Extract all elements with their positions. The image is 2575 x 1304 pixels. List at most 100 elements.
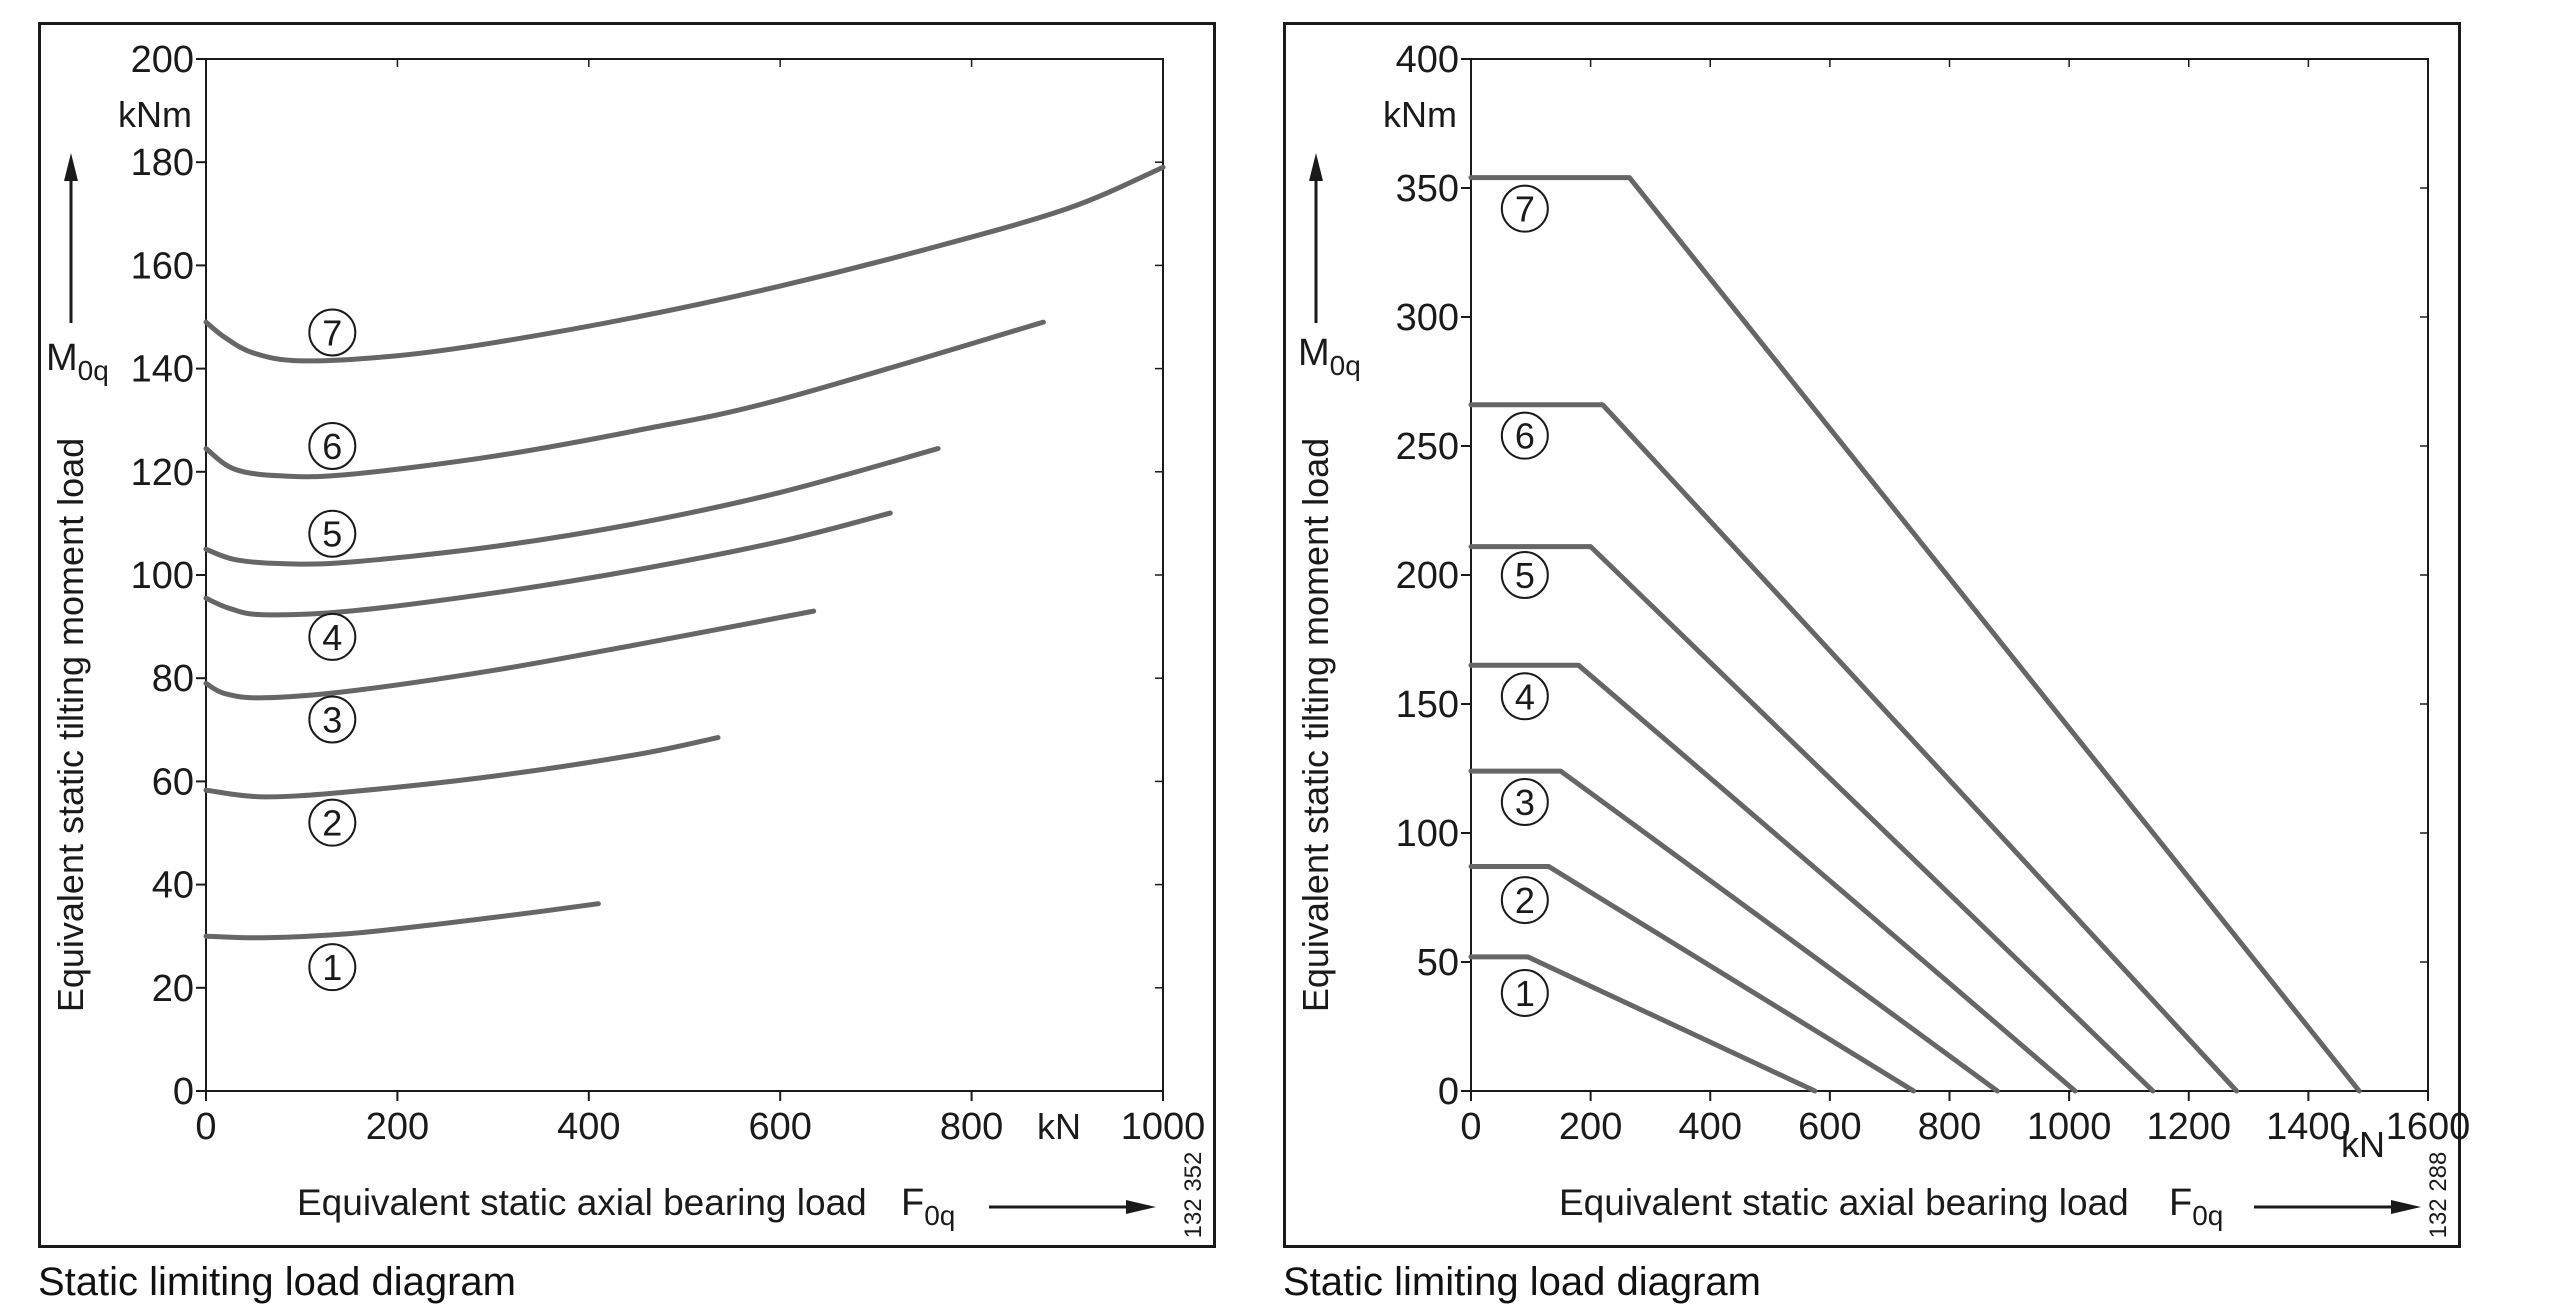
x-tick-label: 0 — [1460, 1106, 1481, 1148]
y-tick-label: 150 — [1396, 684, 1459, 726]
y-tick-label: 0 — [173, 1071, 194, 1113]
series-line-4 — [203, 510, 893, 618]
chart-caption-left: Static limiting load diagram — [38, 1260, 516, 1304]
series-marker-circle-7 — [308, 308, 357, 357]
chart-left: 0 20 40 60 80 100 120 140 160 180 200 0 200 400 600 800… — [46, 39, 1207, 1239]
x-tick-label: 1400 — [2266, 1106, 2351, 1148]
chart-panel-left: 0 20 40 60 80 100 120 140 160 180 200 0 200 400 600 800… — [38, 22, 1216, 1248]
series-marker-circle-6 — [308, 422, 357, 470]
series-line-4 — [1468, 662, 2078, 1094]
x-tick-label: 400 — [1679, 1106, 1742, 1148]
x-tick-label: 600 — [748, 1106, 811, 1148]
series-marker-circle-7 — [1500, 184, 1549, 233]
series-marker-circle-5 — [1500, 551, 1549, 599]
x-axis-symbol-subscript: 0q — [2192, 1200, 2223, 1231]
drawing-number: 132 288 — [2425, 1152, 2452, 1239]
series-line-5 — [203, 446, 941, 567]
chart-caption-right: Static limiting load diagram — [1283, 1260, 1761, 1304]
x-tick-label: 400 — [557, 1106, 620, 1148]
x-tick-label: 600 — [1798, 1106, 1861, 1148]
series-marker-circle-2 — [1500, 876, 1549, 925]
series-label-1: 1 — [322, 947, 342, 988]
plot-frame — [205, 58, 1164, 1092]
x-tick-label: 800 — [940, 1106, 1003, 1148]
series-line-5 — [1468, 544, 2156, 1094]
y-axis-arrow-head — [64, 153, 78, 181]
x-axis-title: Equivalent static axial bearing load — [1559, 1182, 2129, 1223]
y-tick-label: 50 — [1417, 942, 1459, 984]
y-tick-label: 120 — [131, 452, 194, 494]
series-marker-circle-2 — [308, 798, 357, 847]
drawing-number: 132 352 — [1180, 1152, 1207, 1239]
series-label-5: 5 — [1515, 555, 1535, 596]
series-line-1 — [203, 901, 601, 941]
y-tick-label: 100 — [1396, 813, 1459, 855]
y-tick-label: 20 — [152, 968, 194, 1010]
y-tick-label: 60 — [152, 761, 194, 803]
x-tick-label: 200 — [1559, 1106, 1622, 1148]
y-tick-label: 250 — [1396, 426, 1459, 468]
y-tick-label: 0 — [1438, 1071, 1459, 1113]
y-unit-label: kNm — [1383, 94, 1457, 135]
series-label-4: 4 — [322, 617, 342, 658]
series-line-2 — [1468, 864, 1917, 1094]
y-axis-title: Equivalent static tilting moment load — [1295, 438, 1336, 1012]
series-label-6: 6 — [322, 426, 342, 467]
series-label-1: 1 — [1515, 973, 1535, 1014]
x-tick-label: 200 — [366, 1106, 429, 1148]
y-tick-label: 350 — [1396, 168, 1459, 210]
series-label-7: 7 — [322, 312, 342, 353]
x-axis-symbol: F0q — [2169, 1182, 2223, 1231]
series-label-3: 3 — [1515, 782, 1535, 823]
chart-panel-right: 0 50 100 150 200 250 300 350 400 0 200 400 600 800 100… — [1283, 22, 2470, 1248]
y-axis-symbol: M0q — [1298, 332, 1361, 381]
series-marker-circle-1 — [308, 943, 357, 992]
y-tick-label: 160 — [131, 245, 194, 287]
x-unit-label: kN — [1037, 1106, 1081, 1147]
y-tick-label: 200 — [1396, 555, 1459, 597]
x-axis-arrow-head — [2391, 1200, 2421, 1214]
series-marker-circle-1 — [1500, 968, 1549, 1017]
x-axis-arrow-head — [1126, 1200, 1156, 1214]
x-unit-label: kN — [2341, 1124, 2385, 1165]
y-axis-arrow-head — [1309, 153, 1323, 181]
series-label-2: 2 — [322, 803, 342, 844]
y-tick-label: 100 — [131, 555, 194, 597]
y-tick-label: 200 — [131, 39, 194, 81]
x-axis-symbol-subscript: 0q — [924, 1200, 955, 1231]
series-line-6 — [1468, 402, 2240, 1094]
y-tick-label: 300 — [1396, 297, 1459, 339]
series-label-6: 6 — [1515, 416, 1535, 457]
y-tick-label: 180 — [131, 142, 194, 184]
x-axis-title: Equivalent static axial bearing load — [297, 1182, 867, 1223]
series-marker-circle-4 — [1500, 672, 1549, 721]
y-unit-label: kNm — [118, 94, 192, 135]
series-label-5: 5 — [322, 514, 342, 555]
x-tick-label: 1000 — [1121, 1106, 1206, 1148]
x-tick-label: 1200 — [2146, 1106, 2231, 1148]
chart-right: 0 50 100 150 200 250 300 350 400 0 200 400 600 800 100… — [1295, 39, 2470, 1239]
series-line-1 — [1468, 954, 1818, 1094]
series-line-3 — [203, 608, 817, 701]
series-marker-circle-3 — [308, 695, 357, 744]
series-line-2 — [203, 735, 721, 800]
series-line-7 — [203, 164, 1166, 364]
series-marker-circle-5 — [308, 509, 357, 558]
x-tick-label: 1600 — [2386, 1106, 2471, 1148]
x-tick-label: 0 — [195, 1106, 216, 1148]
y-axis-title: Equivalent static tilting moment load — [50, 438, 91, 1012]
series-line-7 — [1468, 175, 2362, 1094]
y-tick-label: 40 — [152, 865, 194, 907]
y-axis-symbol-subscript: 0q — [1330, 350, 1361, 381]
x-tick-label: 800 — [1918, 1106, 1981, 1148]
y-tick-label: 80 — [152, 658, 194, 700]
series-marker-circle-6 — [1500, 411, 1549, 460]
series-line-6 — [203, 319, 1046, 480]
series-label-7: 7 — [1515, 189, 1535, 230]
x-axis-symbol: F0q — [901, 1182, 955, 1231]
y-tick-label: 140 — [131, 349, 194, 391]
y-axis-symbol: M0q — [46, 337, 109, 386]
series-marker-circle-3 — [1500, 778, 1549, 827]
series-label-4: 4 — [1515, 676, 1535, 717]
y-tick-label: 400 — [1396, 39, 1459, 81]
